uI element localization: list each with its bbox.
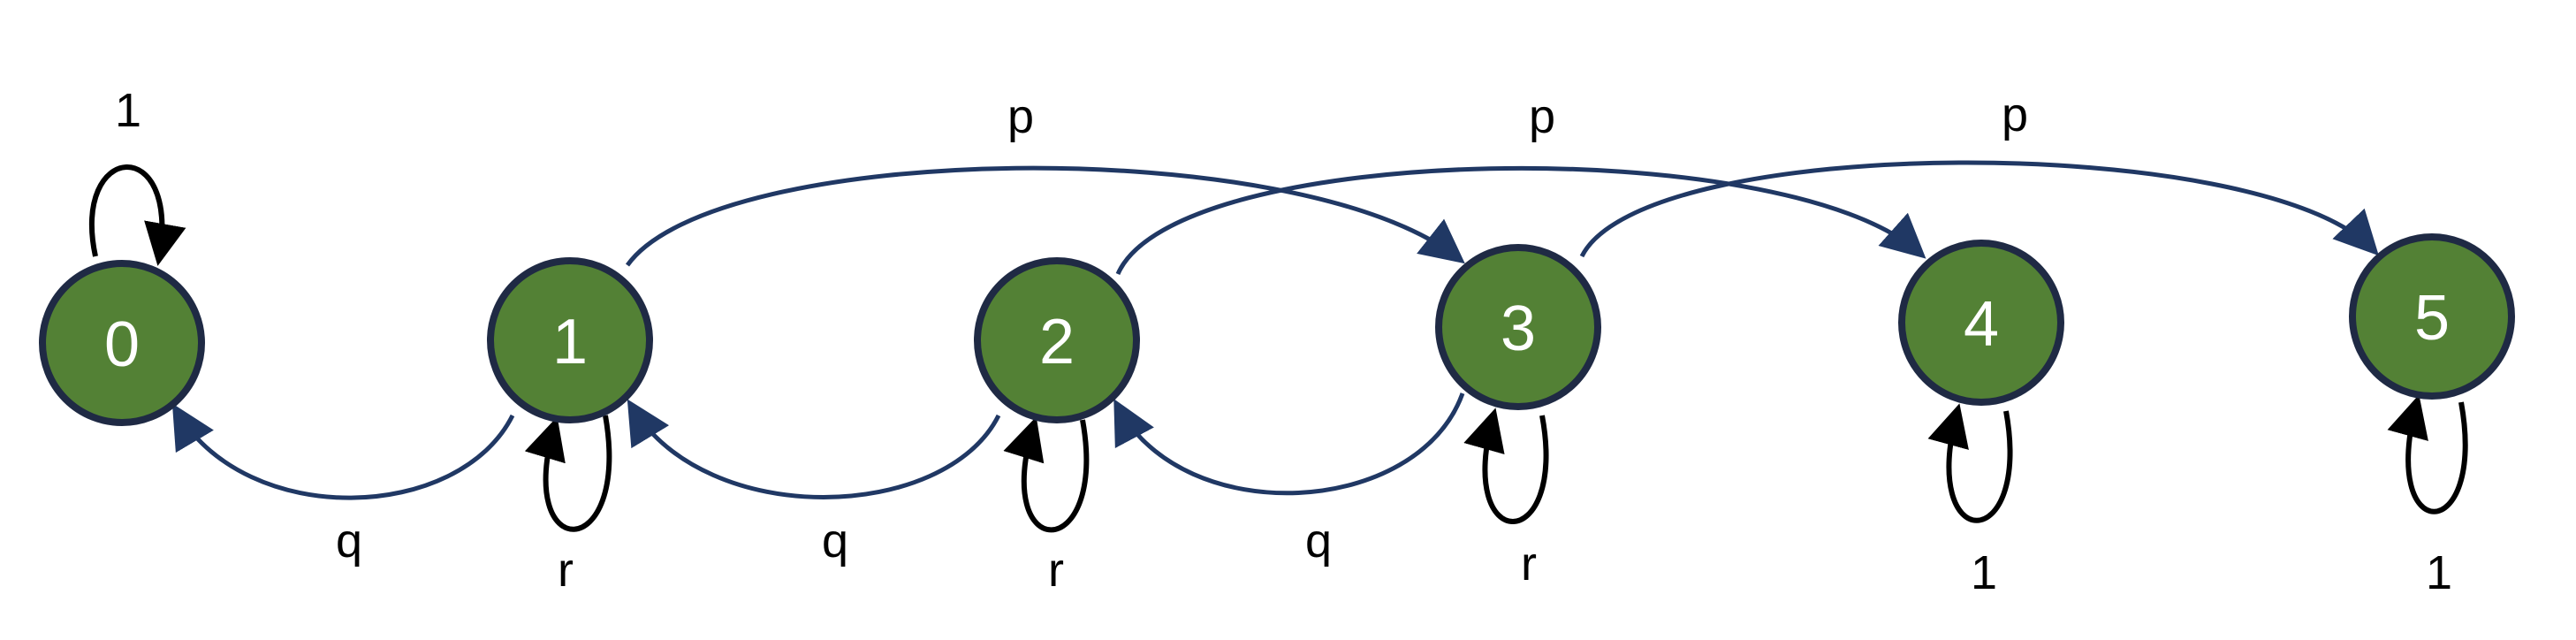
edge-label-0-self: 1: [115, 84, 141, 137]
edge-3-self-loop: [1463, 408, 1549, 524]
state-node-5: 5: [2349, 233, 2515, 400]
state-node-2: 2: [974, 257, 1140, 423]
edge-label-1-self: r: [558, 544, 574, 597]
state-node-0: 0: [39, 260, 205, 426]
edge-5-self-loop: [2387, 394, 2468, 514]
edge-label-1-to-0: q: [336, 514, 362, 568]
edge-1-to-3: [625, 165, 1465, 267]
edge-3-to-5: [1579, 160, 2379, 258]
state-label-1: 1: [552, 307, 588, 377]
edge-label-2-to-1: q: [822, 514, 848, 568]
edge-label-4-self: 1: [1971, 546, 1997, 599]
edge-4-self-loop: [1927, 403, 2013, 523]
state-label-2: 2: [1039, 307, 1075, 377]
edge-label-3-to-2: q: [1305, 514, 1332, 568]
edge-2-to-4: [1115, 165, 1926, 276]
edge-0-self-loop: [88, 164, 186, 266]
edge-label-2-to-4: p: [1529, 90, 1555, 143]
edge-label-1-to-3: p: [1007, 90, 1034, 143]
edge-2-to-1: [627, 399, 1001, 499]
state-node-3: 3: [1435, 244, 1601, 410]
edge-1-to-0: [171, 403, 515, 500]
edge-label-3-to-5: p: [2002, 88, 2028, 141]
edge-2-self-loop: [1003, 416, 1090, 533]
edge-1-self-loop: [524, 415, 612, 532]
state-label-3: 3: [1501, 293, 1536, 364]
edge-3-to-2: [1113, 392, 1465, 496]
edge-label-5-self: 1: [2426, 546, 2452, 599]
edge-label-2-self: r: [1048, 544, 1064, 597]
state-node-1: 1: [487, 257, 653, 423]
state-label-0: 0: [104, 309, 140, 380]
state-node-4: 4: [1898, 240, 2064, 406]
edge-label-3-self: r: [1521, 537, 1537, 590]
state-label-4: 4: [1964, 289, 1999, 360]
state-label-5: 5: [2414, 283, 2450, 354]
